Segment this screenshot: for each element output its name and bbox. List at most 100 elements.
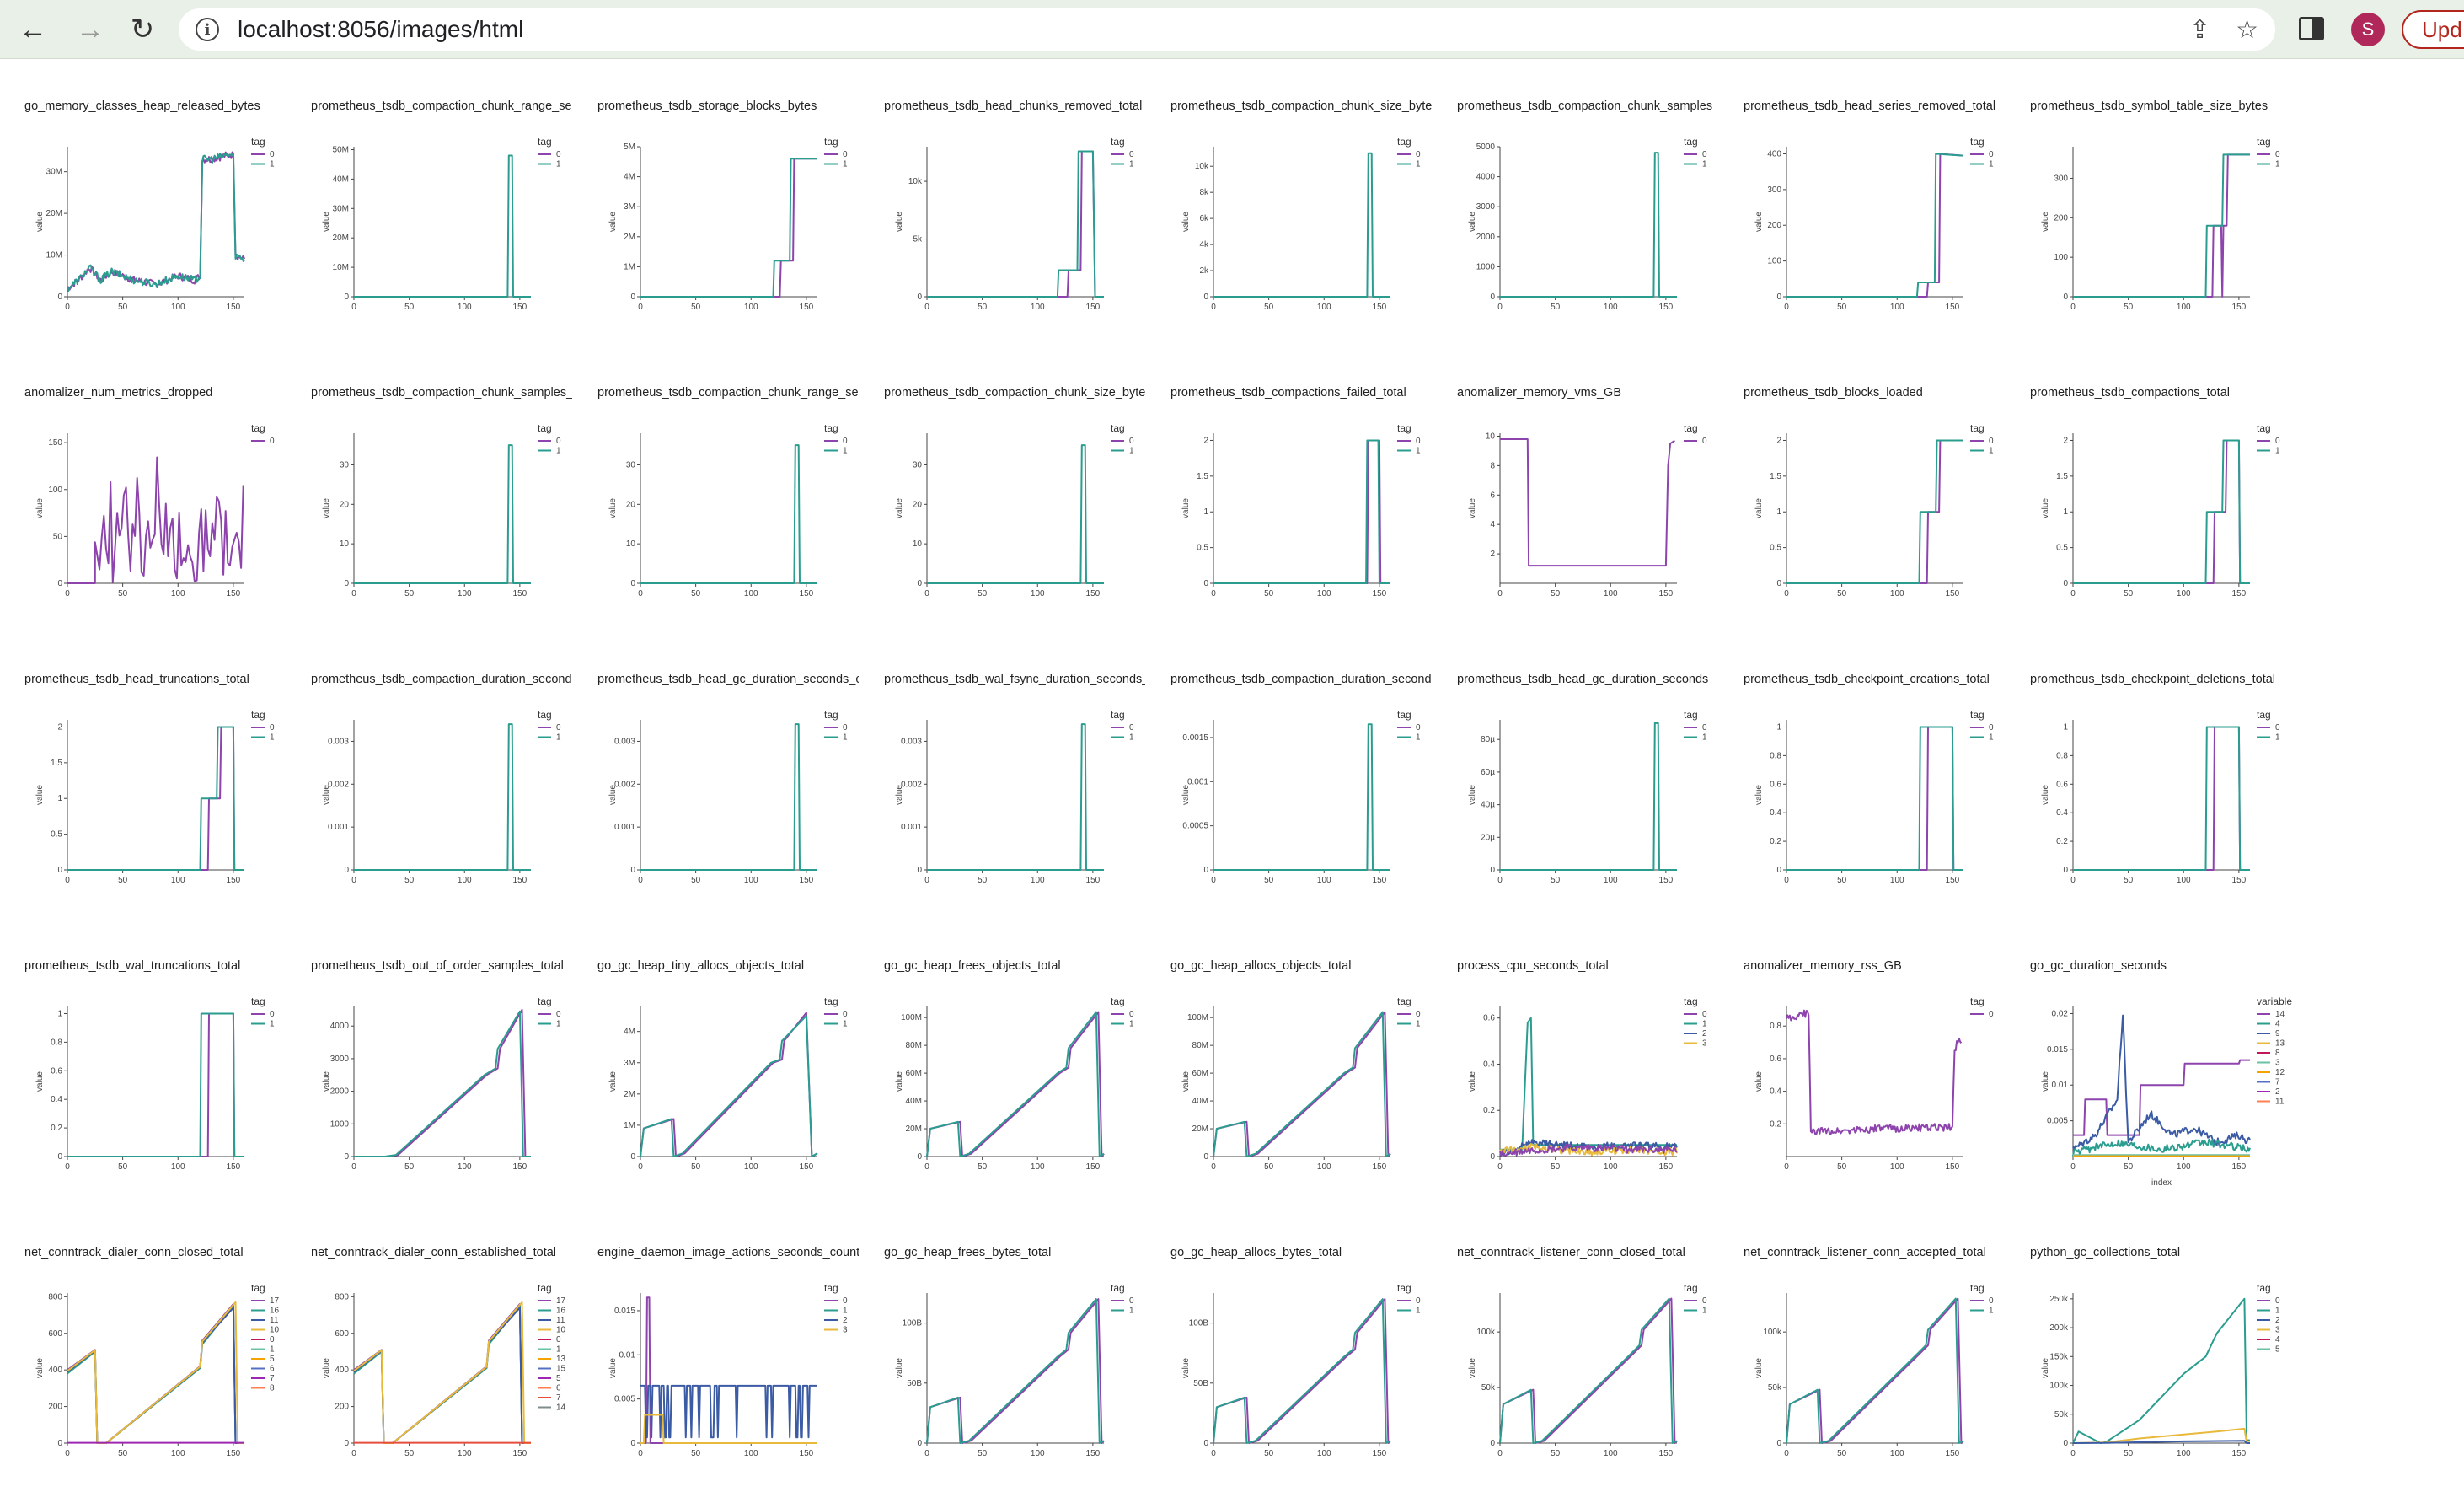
legend-entry[interactable]: 13 — [2275, 1039, 2285, 1049]
legend-entry[interactable]: 5 — [270, 1355, 275, 1364]
legend-entry[interactable]: 8 — [270, 1384, 275, 1393]
legend-entry[interactable]: 0 — [556, 723, 561, 733]
bookmark-star-icon[interactable]: ☆ — [2236, 15, 2258, 44]
forward-icon[interactable]: → — [76, 13, 104, 46]
legend-entry[interactable]: 0 — [270, 1335, 275, 1344]
legend-entry[interactable]: 0 — [843, 437, 848, 446]
legend-entry[interactable]: 5 — [556, 1374, 561, 1383]
legend-entry[interactable]: 0 — [556, 1010, 561, 1019]
legend-entry[interactable]: 0 — [1416, 1296, 1421, 1306]
legend-entry[interactable]: 0 — [556, 150, 561, 159]
legend-entry[interactable]: 1 — [1416, 1020, 1421, 1029]
legend-entry[interactable]: 1 — [2275, 733, 2280, 743]
legend-entry[interactable]: 1 — [843, 1307, 848, 1316]
legend-entry[interactable]: 4 — [2275, 1335, 2280, 1344]
legend-entry[interactable]: 1 — [1702, 160, 1707, 169]
legend-entry[interactable]: 0 — [1416, 150, 1421, 159]
legend-entry[interactable]: 3 — [2275, 1059, 2280, 1068]
legend-entry[interactable]: 7 — [2275, 1078, 2280, 1087]
legend-entry[interactable]: 6 — [270, 1365, 275, 1374]
legend-entry[interactable]: 1 — [556, 447, 561, 456]
legend-entry[interactable]: 0 — [1129, 1296, 1134, 1306]
legend-entry[interactable]: 17 — [270, 1296, 280, 1306]
legend-entry[interactable]: 14 — [2275, 1010, 2285, 1019]
legend-entry[interactable]: 11 — [270, 1316, 279, 1325]
legend-entry[interactable]: 2 — [2275, 1087, 2280, 1097]
reload-icon[interactable]: ↻ — [130, 13, 155, 46]
legend-entry[interactable]: 1 — [843, 447, 848, 456]
legend-entry[interactable]: 7 — [270, 1374, 275, 1383]
legend-entry[interactable]: 0 — [1989, 150, 1994, 159]
legend-entry[interactable]: 1 — [1129, 733, 1134, 743]
legend-entry[interactable]: 2 — [843, 1316, 848, 1325]
legend-entry[interactable]: 9 — [2275, 1029, 2280, 1038]
legend-entry[interactable]: 1 — [1129, 1307, 1134, 1316]
legend-entry[interactable]: 11 — [556, 1316, 565, 1325]
legend-entry[interactable]: 1 — [843, 733, 848, 743]
url-text[interactable]: localhost:8056/images/html — [238, 16, 524, 42]
legend-entry[interactable]: 1 — [1989, 160, 1994, 169]
legend-entry[interactable]: 16 — [556, 1307, 566, 1316]
legend-entry[interactable]: 0 — [556, 437, 561, 446]
legend-entry[interactable]: 1 — [843, 160, 848, 169]
legend-entry[interactable]: 1 — [270, 733, 275, 743]
legend-entry[interactable]: 0 — [2275, 150, 2280, 159]
legend-entry[interactable]: 0 — [2275, 723, 2280, 733]
legend-entry[interactable]: 0 — [843, 150, 848, 159]
legend-entry[interactable]: 0 — [1129, 437, 1134, 446]
legend-entry[interactable]: 0 — [1702, 1296, 1707, 1306]
legend-entry[interactable]: 3 — [2275, 1326, 2280, 1335]
legend-entry[interactable]: 0 — [270, 437, 275, 446]
legend-entry[interactable]: 1 — [1416, 447, 1421, 456]
legend-entry[interactable]: 13 — [556, 1355, 566, 1364]
legend-entry[interactable]: 0 — [1989, 723, 1994, 733]
side-panel-icon[interactable] — [2299, 17, 2324, 40]
legend-entry[interactable]: 0 — [843, 1010, 848, 1019]
legend-entry[interactable]: 0 — [1702, 150, 1707, 159]
legend-entry[interactable]: 0 — [1989, 1010, 1994, 1019]
legend-entry[interactable]: 1 — [1416, 733, 1421, 743]
legend-entry[interactable]: 0 — [1129, 150, 1134, 159]
legend-entry[interactable]: 1 — [1989, 447, 1994, 456]
legend-entry[interactable]: 1 — [1989, 733, 1994, 743]
legend-entry[interactable]: 1 — [1416, 160, 1421, 169]
site-info-icon[interactable]: i — [196, 18, 219, 41]
back-icon[interactable]: ← — [19, 13, 47, 46]
legend-entry[interactable]: 1 — [2275, 160, 2280, 169]
legend-entry[interactable]: 0 — [2275, 437, 2280, 446]
legend-entry[interactable]: 0 — [1416, 1010, 1421, 1019]
legend-entry[interactable]: 10 — [556, 1326, 566, 1335]
update-button[interactable]: Upd — [2402, 10, 2464, 49]
legend-entry[interactable]: 0 — [2275, 1296, 2280, 1306]
legend-entry[interactable]: 1 — [1702, 1307, 1707, 1316]
legend-entry[interactable]: 0 — [1989, 1296, 1994, 1306]
legend-entry[interactable]: 1 — [270, 1345, 275, 1355]
legend-entry[interactable]: 7 — [556, 1393, 561, 1403]
legend-entry[interactable]: 1 — [1702, 1020, 1707, 1029]
legend-entry[interactable]: 0 — [1416, 723, 1421, 733]
legend-entry[interactable]: 0 — [270, 150, 275, 159]
legend-entry[interactable]: 12 — [2275, 1068, 2285, 1077]
legend-entry[interactable]: 0 — [1129, 723, 1134, 733]
legend-entry[interactable]: 1 — [1989, 1307, 1994, 1316]
legend-entry[interactable]: 0 — [1702, 723, 1707, 733]
legend-entry[interactable]: 1 — [556, 1345, 561, 1355]
legend-entry[interactable]: 1 — [1129, 447, 1134, 456]
address-bar[interactable]: i localhost:8056/images/html ⇪ ☆ — [179, 8, 2275, 51]
legend-entry[interactable]: 1 — [1416, 1307, 1421, 1316]
legend-entry[interactable]: 1 — [556, 1020, 561, 1029]
legend-entry[interactable]: 0 — [1416, 437, 1421, 446]
legend-entry[interactable]: 1 — [556, 733, 561, 743]
legend-entry[interactable]: 1 — [556, 160, 561, 169]
legend-entry[interactable]: 0 — [1989, 437, 1994, 446]
legend-entry[interactable]: 3 — [1702, 1039, 1707, 1049]
legend-entry[interactable]: 16 — [270, 1307, 280, 1316]
legend-entry[interactable]: 0 — [1702, 1010, 1707, 1019]
legend-entry[interactable]: 0 — [556, 1335, 561, 1344]
legend-entry[interactable]: 1 — [1702, 733, 1707, 743]
legend-entry[interactable]: 1 — [2275, 447, 2280, 456]
legend-entry[interactable]: 1 — [2275, 1307, 2280, 1316]
legend-entry[interactable]: 5 — [2275, 1345, 2280, 1355]
legend-entry[interactable]: 0 — [270, 1010, 275, 1019]
legend-entry[interactable]: 10 — [270, 1326, 280, 1335]
